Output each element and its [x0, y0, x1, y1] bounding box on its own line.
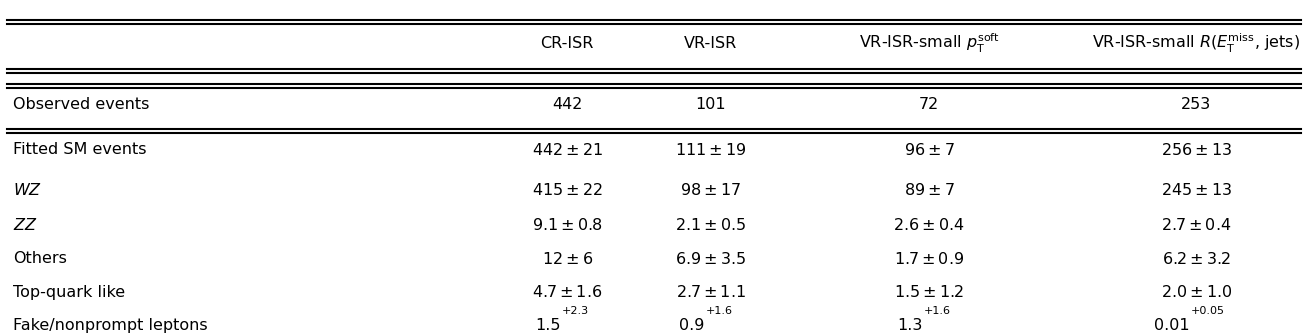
Text: 1.5: 1.5	[535, 319, 561, 333]
Text: Fake/nonprompt leptons: Fake/nonprompt leptons	[13, 319, 207, 333]
Text: +0.05: +0.05	[1192, 306, 1226, 316]
Text: $ZZ$: $ZZ$	[13, 217, 38, 233]
Text: $442 \pm 21$: $442 \pm 21$	[532, 141, 602, 158]
Text: $6.9 \pm 3.5$: $6.9 \pm 3.5$	[675, 251, 746, 267]
Text: 0.01: 0.01	[1154, 319, 1189, 333]
Text: $256 \pm 13$: $256 \pm 13$	[1161, 141, 1232, 158]
Text: $9.1 \pm 0.8$: $9.1 \pm 0.8$	[532, 217, 602, 233]
Text: $415 \pm 22$: $415 \pm 22$	[532, 182, 602, 198]
Text: $2.6 \pm 0.4$: $2.6 \pm 0.4$	[893, 217, 965, 233]
Text: +1.6: +1.6	[923, 306, 951, 316]
Text: +2.3: +2.3	[562, 306, 589, 316]
Text: $2.0 \pm 1.0$: $2.0 \pm 1.0$	[1161, 284, 1232, 300]
Text: 1.3: 1.3	[897, 319, 923, 333]
Text: CR-ISR: CR-ISR	[541, 36, 593, 51]
Text: VR-ISR-small $p_{\mathrm{T}}^{\mathrm{soft}}$: VR-ISR-small $p_{\mathrm{T}}^{\mathrm{so…	[858, 32, 1000, 55]
Text: $2.7 \pm 1.1$: $2.7 \pm 1.1$	[675, 284, 746, 300]
Text: $1.7 \pm 0.9$: $1.7 \pm 0.9$	[895, 251, 964, 267]
Text: VR-ISR: VR-ISR	[685, 36, 737, 51]
Text: $96 \pm 7$: $96 \pm 7$	[904, 141, 955, 158]
Text: 0.9: 0.9	[679, 319, 704, 333]
Text: 253: 253	[1181, 97, 1211, 112]
Text: 101: 101	[695, 97, 726, 112]
Text: 72: 72	[919, 97, 939, 112]
Text: Top-quark like: Top-quark like	[13, 285, 125, 300]
Text: $111 \pm 19$: $111 \pm 19$	[675, 141, 746, 158]
Text: $2.1 \pm 0.5$: $2.1 \pm 0.5$	[675, 217, 746, 233]
Text: $1.5 \pm 1.2$: $1.5 \pm 1.2$	[895, 284, 964, 300]
Text: Observed events: Observed events	[13, 97, 150, 112]
Text: $245 \pm 13$: $245 \pm 13$	[1161, 182, 1232, 198]
Text: $6.2 \pm 3.2$: $6.2 \pm 3.2$	[1162, 251, 1231, 267]
Text: +1.6: +1.6	[705, 306, 733, 316]
Text: Fitted SM events: Fitted SM events	[13, 142, 146, 157]
Text: $89 \pm 7$: $89 \pm 7$	[904, 182, 955, 198]
Text: $4.7 \pm 1.6$: $4.7 \pm 1.6$	[532, 284, 602, 300]
Text: VR-ISR-small $R(E_{\mathrm{T}}^{\mathrm{miss}}$, jets): VR-ISR-small $R(E_{\mathrm{T}}^{\mathrm{…	[1093, 32, 1300, 55]
Text: $WZ$: $WZ$	[13, 182, 42, 198]
Text: Others: Others	[13, 251, 67, 266]
Text: 442: 442	[552, 97, 583, 112]
Text: $2.7 \pm 0.4$: $2.7 \pm 0.4$	[1162, 217, 1231, 233]
Text: $12 \pm 6$: $12 \pm 6$	[541, 251, 593, 267]
Text: $98 \pm 17$: $98 \pm 17$	[681, 182, 741, 198]
